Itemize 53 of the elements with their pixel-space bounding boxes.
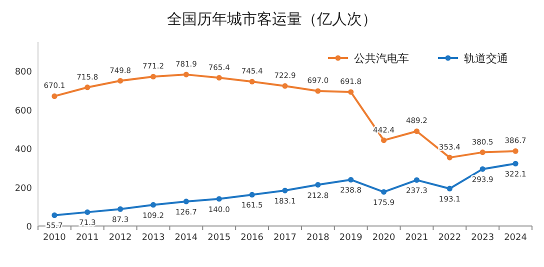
point	[84, 209, 90, 215]
y-tick-label: 600	[14, 106, 32, 116]
x-tick-label: 2013	[142, 233, 165, 243]
point	[216, 196, 222, 202]
y-tick-label: 200	[14, 184, 32, 194]
point	[315, 182, 321, 188]
x-tick-label: 2011	[76, 233, 99, 243]
x-tick-label: 2017	[274, 233, 296, 243]
point	[480, 166, 486, 172]
x-tick-label: 2021	[405, 233, 428, 243]
point	[446, 186, 452, 192]
point	[512, 160, 518, 166]
point	[118, 78, 124, 84]
point	[216, 74, 222, 81]
point	[446, 154, 452, 160]
point	[150, 74, 156, 80]
x-tick-label: 2010	[43, 233, 66, 243]
point	[52, 212, 58, 218]
point	[282, 83, 288, 89]
point	[480, 150, 486, 156]
point	[381, 138, 387, 144]
point	[150, 202, 156, 208]
x-tick-label: 2020	[372, 233, 396, 243]
point	[414, 128, 420, 134]
x-tick-label: 2012	[108, 233, 132, 243]
x-tick-label: 2015	[208, 233, 231, 243]
y-tick-label: 800	[14, 68, 32, 78]
y-tick-label: 400	[14, 145, 32, 156]
x-tick-label: 2023	[471, 233, 494, 243]
x-tick-label: 2018	[306, 233, 330, 243]
point	[381, 189, 387, 195]
y-tick-label: 0	[26, 222, 32, 232]
x-tick-label: 2022	[438, 233, 462, 243]
x-tick-label: 2019	[339, 233, 363, 243]
legend-label: 公共汽电车	[354, 52, 409, 65]
point	[414, 177, 420, 183]
x-tick-label: 2014	[174, 233, 198, 243]
point	[315, 88, 321, 94]
point	[183, 198, 189, 204]
legend-label: 轨道交通	[464, 52, 508, 65]
point	[52, 93, 58, 100]
point	[249, 78, 255, 84]
point	[183, 72, 189, 78]
point	[118, 206, 124, 212]
x-tick-label: 2016	[240, 233, 264, 243]
x-tick-label: 2024	[504, 233, 528, 243]
point	[512, 148, 518, 154]
point	[282, 188, 288, 194]
point	[249, 192, 255, 198]
point	[84, 84, 90, 90]
point	[348, 176, 354, 183]
point	[348, 89, 354, 95]
chart-title: 全国历年城市客运量（亿人次）	[167, 10, 377, 28]
